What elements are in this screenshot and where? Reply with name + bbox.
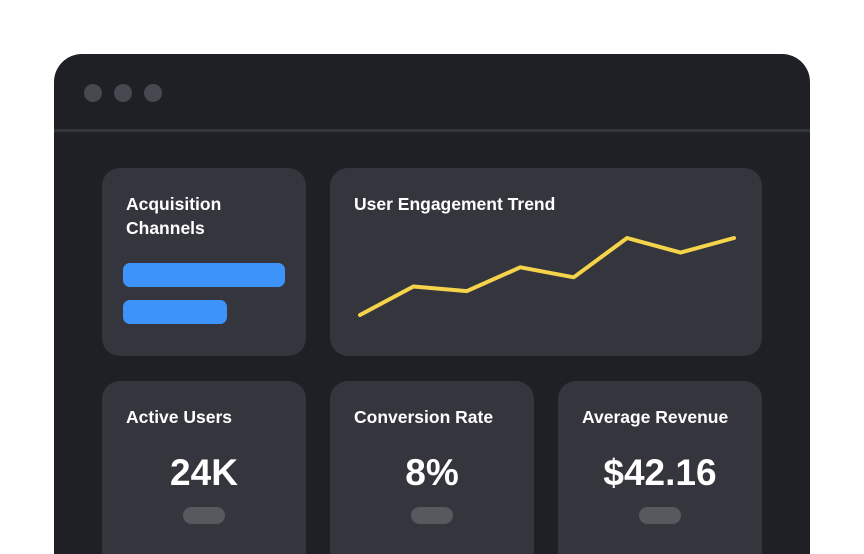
average-revenue-value: $42.16 xyxy=(603,452,717,493)
acquisition-channels-title: Acquisition Channels xyxy=(126,194,222,238)
conversion-rate-card: Conversion Rate 8% xyxy=(330,381,534,554)
average-revenue-pill xyxy=(639,507,681,524)
engagement-trend-card: User Engagement Trend xyxy=(330,168,762,356)
title-bar xyxy=(54,54,810,132)
engagement-trend-chart xyxy=(358,236,736,317)
engagement-trend-title: User Engagement Trend xyxy=(354,194,556,214)
window-control-dot-1[interactable] xyxy=(84,84,102,102)
conversion-rate-value: 8% xyxy=(405,452,459,493)
acquisition-bar-1 xyxy=(123,263,285,287)
acquisition-bar-2 xyxy=(123,300,227,324)
active-users-pill xyxy=(183,507,225,524)
window-control-dot-3[interactable] xyxy=(144,84,162,102)
window-control-dot-2[interactable] xyxy=(114,84,132,102)
engagement-series-line-1 xyxy=(358,236,736,317)
average-revenue-label: Average Revenue xyxy=(582,407,729,427)
conversion-rate-label: Conversion Rate xyxy=(354,407,494,427)
average-revenue-card: Average Revenue $42.16 xyxy=(558,381,762,554)
active-users-card: Active Users 24K xyxy=(102,381,306,554)
conversion-rate-pill xyxy=(411,507,453,524)
active-users-label: Active Users xyxy=(126,407,233,427)
active-users-value: 24K xyxy=(170,452,238,493)
app-window: Acquisition Channels User Engagement Tre… xyxy=(54,54,810,554)
acquisition-channels-card: Acquisition Channels xyxy=(102,168,306,356)
